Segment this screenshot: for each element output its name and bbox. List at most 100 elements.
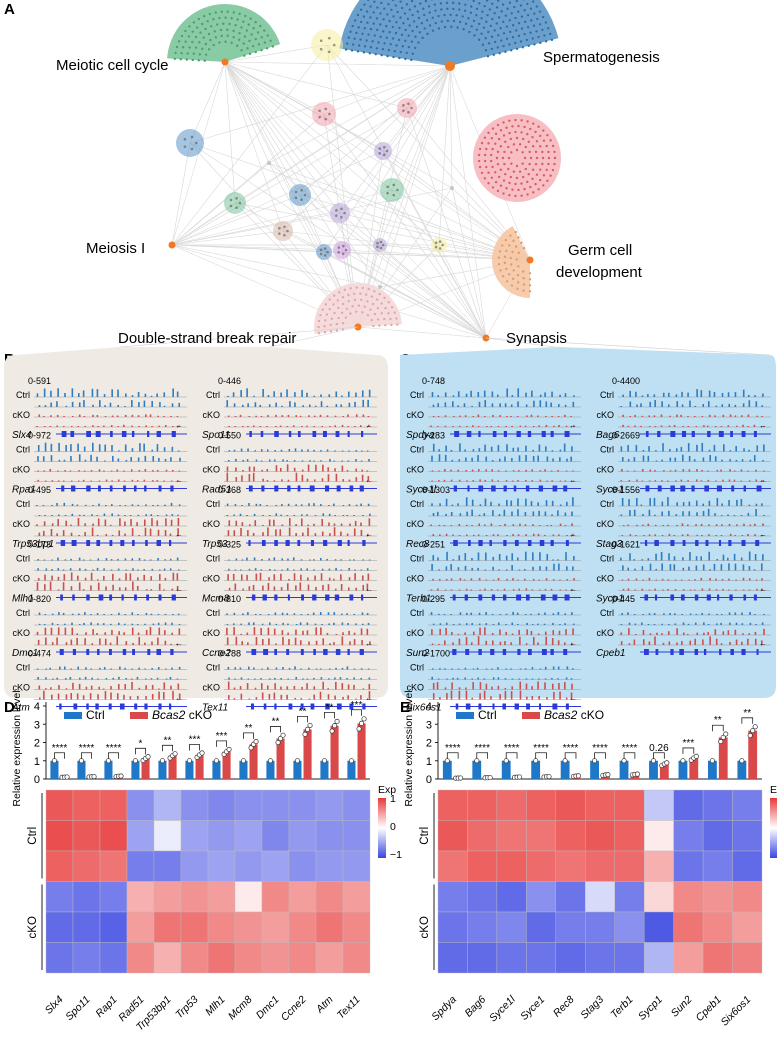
coverage-peak <box>262 524 264 526</box>
bar-ctrl <box>293 760 302 779</box>
coverage-peak <box>438 454 441 462</box>
gene-exon <box>86 431 91 437</box>
spermatogenesis-fan-dot <box>535 5 539 8</box>
spermatogenesis-fan-dot <box>395 20 398 24</box>
data-point <box>709 758 715 764</box>
coverage-peak <box>702 457 705 462</box>
coverage-peak <box>565 470 568 472</box>
spermatogenesis-fan-dot <box>443 25 447 29</box>
coverage-peak <box>431 563 433 571</box>
large-pink-cluster-dot <box>509 137 513 141</box>
coverage-peak <box>44 480 47 482</box>
coverage-peak <box>313 559 315 561</box>
meiotic-cell-cycle-fan-dot <box>194 46 198 49</box>
spermatogenesis-fan-dot <box>414 35 417 38</box>
coverage-peak <box>444 640 446 645</box>
coverage-peak <box>328 577 331 581</box>
spermatogenesis-fan-dot <box>365 39 368 42</box>
coverage-peak <box>117 405 120 407</box>
coverage-peak <box>437 395 440 397</box>
spermatogenesis-fan-dot <box>389 42 392 46</box>
coverage-peak <box>306 392 308 397</box>
cluster-node-dot <box>379 246 383 250</box>
coverage-peak <box>369 513 371 516</box>
coverage-peak <box>151 693 154 700</box>
coverage-peak <box>57 693 60 700</box>
coverage-peak <box>720 515 723 516</box>
coverage-peak <box>360 668 363 670</box>
coverage-peak <box>71 622 73 625</box>
coverage-peak <box>490 589 493 591</box>
coverage-peak <box>748 578 751 581</box>
meiotic-cell-cycle-fan-dot <box>269 39 272 43</box>
coverage-peak <box>537 455 539 462</box>
coverage-peak <box>143 568 145 571</box>
coverage-peak <box>348 391 350 397</box>
coverage-peak <box>313 686 316 690</box>
coverage-peak <box>111 504 113 506</box>
coverage-peak <box>485 456 488 462</box>
spermatogenesis-fan-dot <box>530 19 533 22</box>
gene-exon <box>323 540 328 546</box>
cluster-node-dot <box>326 250 329 254</box>
significance-bracket <box>108 752 119 759</box>
cluster-node <box>378 285 382 289</box>
coverage-peak <box>505 555 508 561</box>
coverage-peak <box>110 569 113 571</box>
coverage-peak <box>485 683 488 690</box>
coverage-peak <box>111 480 113 482</box>
coverage-peak <box>43 521 46 526</box>
coverage-peak <box>499 415 502 417</box>
gene-exon <box>288 703 293 710</box>
gene-exon <box>274 594 278 601</box>
double-strand-break-fan-dot <box>336 299 340 302</box>
meiotic-cell-cycle-fan-dot <box>246 47 249 50</box>
coverage-peak <box>145 685 147 690</box>
coverage-peak <box>707 624 710 625</box>
meiotic-cell-cycle-fan-dot <box>204 42 208 46</box>
coverage-peak <box>761 535 764 536</box>
coverage-peak <box>280 449 283 452</box>
spermatogenesis-fan-dot <box>527 44 530 48</box>
network-edge <box>171 150 384 246</box>
coverage-peak <box>559 480 562 482</box>
coverage-peak <box>492 677 495 680</box>
coverage-peak <box>307 527 309 536</box>
coverage-peak <box>240 528 242 536</box>
coverage-peak <box>755 624 757 625</box>
category-label: Bag6 <box>462 994 488 1020</box>
gene-exon <box>730 431 733 437</box>
label-meiotic-cell-cycle: Meiotic cell cycle <box>56 57 169 74</box>
coverage-peak <box>674 589 677 591</box>
coverage-peak <box>158 425 160 427</box>
coverage-peak <box>498 458 501 462</box>
coverage-peak <box>268 622 271 625</box>
coverage-peak <box>116 415 119 417</box>
coverage-peak <box>233 698 236 700</box>
label-double-strand-break-repair: Double-strand break repair <box>118 330 296 347</box>
gene-exon <box>564 431 570 437</box>
coverage-peak <box>641 468 644 472</box>
coverage-peak <box>346 469 349 472</box>
meiotic-cell-cycle-fan-dot <box>248 39 251 43</box>
cluster-node-dot <box>340 207 343 211</box>
gene-exon <box>261 540 266 546</box>
coverage-peak <box>301 514 303 516</box>
gene-exon <box>527 431 532 437</box>
coverage-peak <box>247 448 249 452</box>
coverage-peak <box>531 686 533 690</box>
cluster-node-dot <box>327 50 331 54</box>
coverage-peak <box>511 511 513 516</box>
coverage-peak <box>366 450 369 452</box>
heatmap-cell <box>261 850 290 882</box>
coverage-peak <box>707 470 709 472</box>
large-pink-cluster-dot <box>505 187 508 190</box>
coverage-peak <box>280 678 282 680</box>
meiotic-cell-cycle-fan-dot <box>184 40 187 43</box>
coverage-peak <box>123 623 126 625</box>
coverage-peak <box>158 574 161 581</box>
meiotic-cell-cycle-fan-dot <box>232 11 235 14</box>
coverage-peak <box>137 614 139 615</box>
heatmap-cell <box>153 850 182 882</box>
strand-arrow: ← <box>175 530 183 539</box>
